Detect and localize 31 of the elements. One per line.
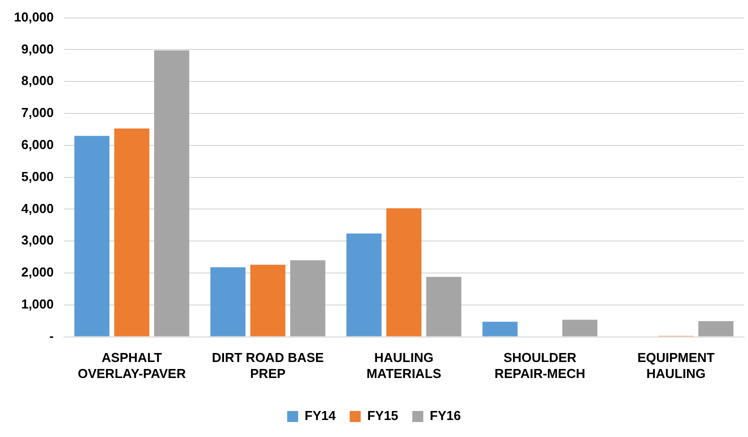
bar [426, 276, 462, 336]
y-tick-label: 2,000 [21, 264, 54, 280]
y-tick-label: 3,000 [21, 232, 54, 248]
bar [386, 208, 422, 336]
legend-label: FY15 [367, 408, 398, 424]
bar [482, 322, 518, 336]
x-tick-label: EQUIPMENT HAULING [637, 350, 715, 381]
bar [562, 320, 598, 336]
bar [250, 264, 286, 336]
y-tick-label: 8,000 [21, 73, 54, 88]
x-tick-label: ASPHALT OVERLAY-PAVER [78, 350, 186, 381]
bar [698, 321, 734, 336]
x-tick-label: DIRT ROAD BASE PREP [212, 350, 324, 381]
bar [154, 50, 190, 336]
bar [210, 267, 246, 336]
bar [290, 260, 326, 336]
y-tick-label: 9,000 [21, 41, 54, 56]
legend-label: FY16 [430, 408, 461, 424]
legend-label: FY14 [304, 408, 336, 424]
y-tick-label: - [49, 328, 54, 344]
y-tick-label: 7,000 [21, 105, 54, 120]
y-tick-label: 10,000 [14, 9, 54, 24]
y-tick-label: 1,000 [21, 296, 54, 312]
bar [74, 136, 110, 336]
bar [346, 233, 382, 336]
y-tick-label: 4,000 [21, 200, 54, 216]
bar [114, 128, 150, 336]
y-tick-label: 6,000 [21, 136, 54, 152]
x-tick-label: SHOULDER REPAIR-MECH [494, 350, 586, 381]
y-tick-label: 5,000 [21, 168, 54, 184]
x-tick-label: HAULING MATERIALS [366, 350, 442, 381]
